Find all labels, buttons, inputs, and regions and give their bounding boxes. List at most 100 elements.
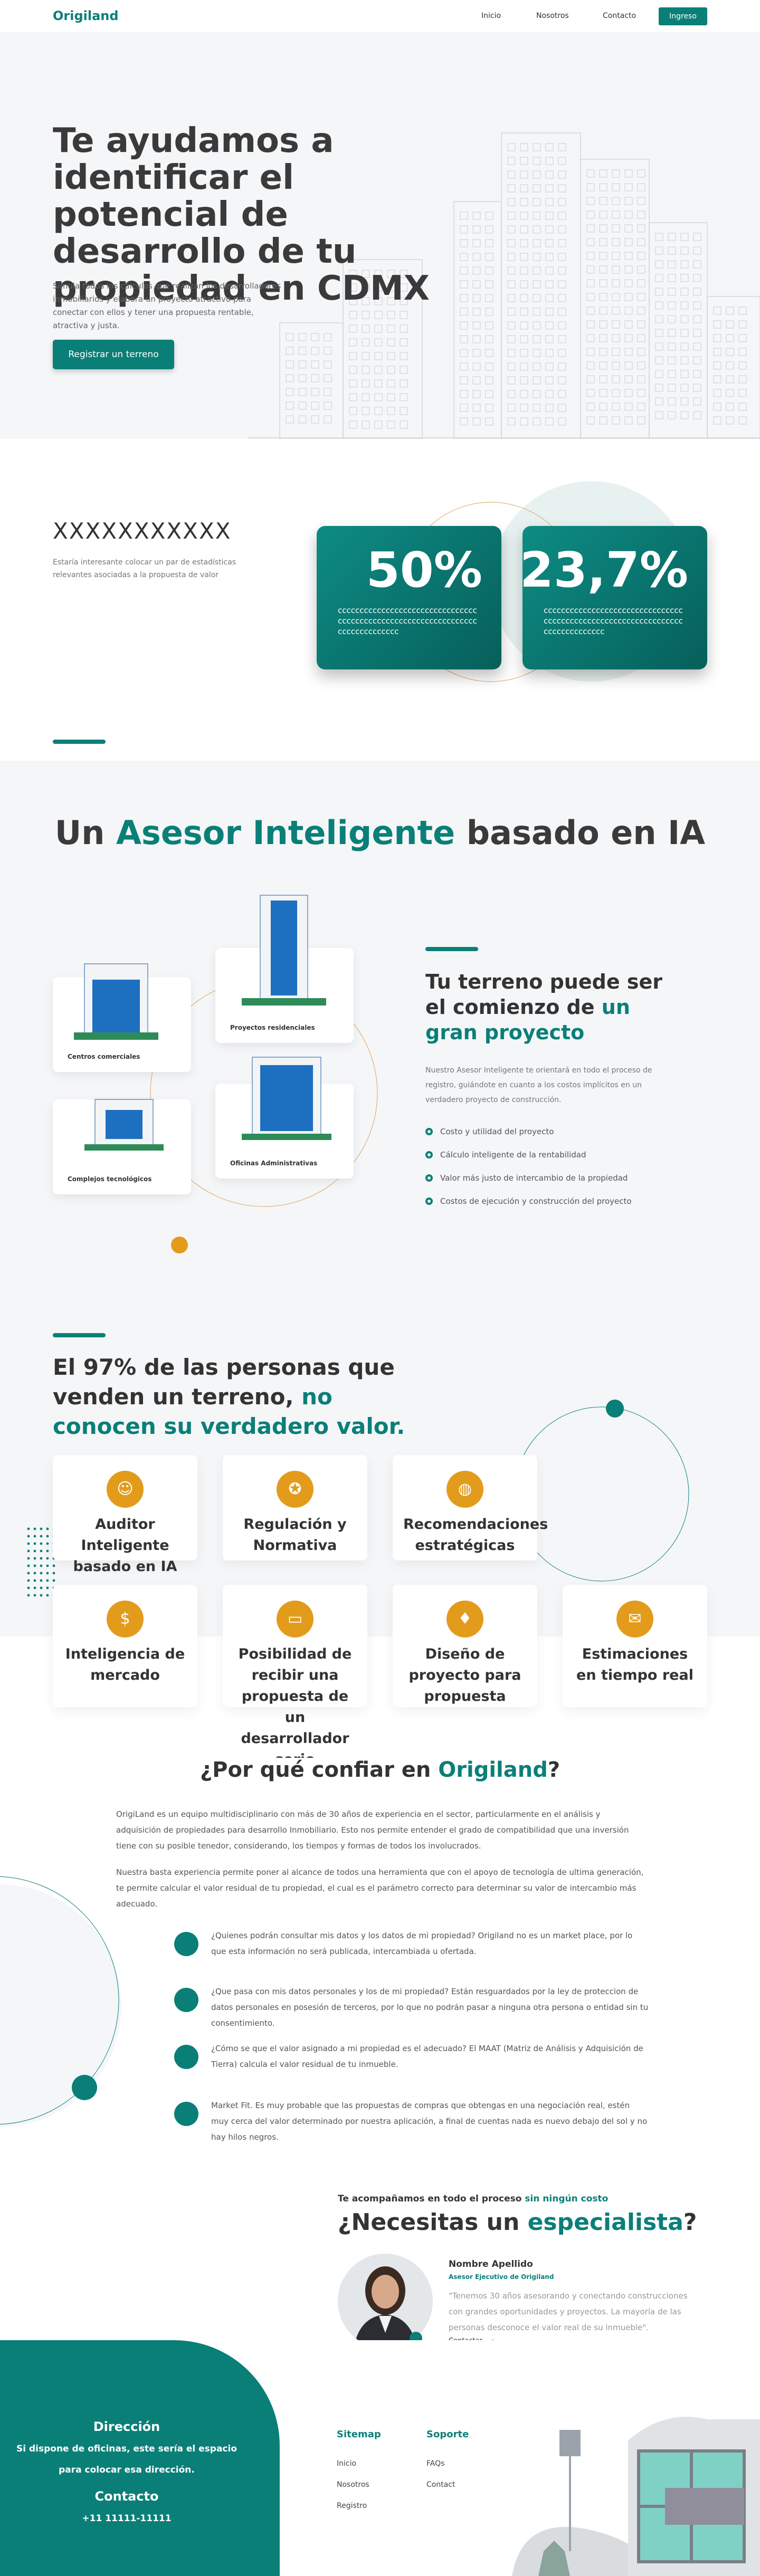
building-icon <box>242 1057 331 1140</box>
bullet-icon <box>174 2045 198 2069</box>
nav-inicio[interactable]: Inicio <box>481 12 501 20</box>
service-card[interactable]: ◍ Recomendaciones estratégicas <box>393 1455 548 1560</box>
building-icon <box>74 963 158 1040</box>
screen-icon: ▭ <box>277 1601 314 1637</box>
stat-value: 50% <box>366 542 482 598</box>
footer-link[interactable]: Inicio <box>337 2459 357 2468</box>
building-icon <box>84 1099 164 1151</box>
accent-bar <box>425 947 478 951</box>
faq-text: Market Fit. Es muy probable que las prop… <box>211 2101 648 2142</box>
bullet-icon <box>174 2102 198 2126</box>
footer: Dirección Si dispone de oficinas, este s… <box>0 2340 760 2576</box>
confiar-title: ¿Por qué confiar en Origiland? <box>200 1758 560 1782</box>
hero-title: Te ayudamos a identificar el potencial d… <box>53 121 430 308</box>
feature-item: Costos de ejecución y construcción del p… <box>425 1196 632 1206</box>
bullet-icon <box>174 1988 198 2012</box>
property-card-residential[interactable]: Proyectos residenciales <box>215 895 354 1043</box>
faq-text: ¿Quienes podrán consultar mis datos y lo… <box>211 1931 633 1956</box>
terreno-title: Tu terreno puede ser el comienzo de un g… <box>425 970 662 1044</box>
paragraph: OrigiLand es un equipo multidisciplinari… <box>116 1809 629 1851</box>
money-icon: $ <box>107 1601 144 1637</box>
direccion-title: Dirección <box>93 2419 160 2434</box>
accent-bar <box>53 740 106 744</box>
stat-card: 23,7% cccccccccccccccccccccccccccccccccc… <box>519 526 707 669</box>
service-label: Recomendaciones estratégicas <box>403 1516 548 1554</box>
service-label: Estimaciones en tiempo real <box>576 1646 694 1683</box>
service-card[interactable]: ✉ Estimaciones en tiempo real <box>563 1585 707 1707</box>
footer-link[interactable]: FAQs <box>426 2459 445 2468</box>
globe-icon: ◍ <box>446 1471 483 1508</box>
smile-icon: ☺ <box>107 1471 144 1508</box>
stats-description: Estaría interesante colocar un par de es… <box>53 558 236 579</box>
property-card-commercial[interactable]: Centros comerciales <box>53 963 191 1072</box>
badge-icon: ✪ <box>277 1471 314 1508</box>
mail-icon: ✉ <box>616 1601 653 1637</box>
ingreso-button[interactable]: Ingreso <box>659 7 707 25</box>
hero-description: Simula todos los cálculos que realizan l… <box>53 281 281 330</box>
feature-item: Valor más justo de intercambio de la pro… <box>425 1173 628 1183</box>
service-card[interactable]: ♦ Diseño de proyecto para propuesta <box>393 1585 537 1707</box>
footer-contact-panel: Dirección Si dispone de oficinas, este s… <box>0 2340 280 2576</box>
faq-item: ¿Quienes podrán consultar mis datos y lo… <box>174 1928 649 1959</box>
sitemap-title: Sitemap <box>337 2429 381 2440</box>
soporte-title: Soporte <box>426 2429 469 2440</box>
stat-text: cccccccccccccccccccccccccccccccccccccccc… <box>544 606 683 636</box>
especialista-subtitle: Te acompañamos en todo el proceso sin ni… <box>338 2194 609 2204</box>
bullet-icon <box>425 1198 433 1205</box>
interior-illustration <box>512 2417 760 2576</box>
property-label: Complejos tecnológicos <box>68 1175 152 1183</box>
nav-contacto[interactable]: Contacto <box>603 12 636 20</box>
agent-name: Nombre Apellido <box>449 2259 533 2269</box>
hero-section: Te ayudamos a identificar el potencial d… <box>0 33 760 439</box>
bullet-icon <box>425 1128 433 1135</box>
nav-nosotros[interactable]: Nosotros <box>536 12 569 20</box>
feature-item: Costo y utilidad del proyecto <box>425 1127 554 1136</box>
stats-title: XXXXXXXXXXX <box>53 518 232 544</box>
faq-text: ¿Que pasa con mis datos personales y los… <box>211 1987 649 2028</box>
property-label: Oficinas Administrativas <box>230 1160 318 1167</box>
service-card[interactable]: ☺ Auditor Inteligente basado en IA <box>53 1455 197 1575</box>
stat-text: cccccccccccccccccccccccccccccccccccccccc… <box>338 606 477 636</box>
buildings-illustration <box>248 132 760 439</box>
property-label: Proyectos residenciales <box>230 1024 315 1031</box>
drop-icon: ♦ <box>446 1601 483 1637</box>
service-label: Regulación y Normativa <box>243 1516 347 1554</box>
service-label: Diseño de proyecto para propuesta <box>408 1646 521 1704</box>
service-label: Posibilidad de recibir una propuesta de … <box>238 1646 352 1768</box>
faq-item: Market Fit. Es muy probable que las prop… <box>174 2098 649 2142</box>
property-label: Centros comerciales <box>68 1053 140 1060</box>
direccion-text: Si dispone de oficinas, este sería el es… <box>16 2444 237 2475</box>
building-icon <box>242 895 326 1005</box>
mercado-title: El 97% de las personas que venden un ter… <box>53 1354 405 1439</box>
footer-link[interactable]: Nosotros <box>337 2481 369 2489</box>
faq-item: ¿Cómo se que el valor asignado a mi prop… <box>174 2041 649 2072</box>
especialista-title: ¿Necesitas un especialista? <box>338 2209 697 2236</box>
stats-section: XXXXXXXXXXX Estaría interesante colocar … <box>0 439 760 761</box>
accent-bar <box>53 1333 106 1337</box>
property-card-tech[interactable]: Complejos tecnológicos <box>53 1099 191 1194</box>
paragraph: Nuestra basta experiencia permite poner … <box>116 1868 644 1909</box>
faq-text: ¿Cómo se que el valor asignado a mi prop… <box>211 2044 643 2069</box>
dots-pattern <box>27 1527 55 1597</box>
mercado-section: El 97% de las personas que venden un ter… <box>0 1309 760 1768</box>
logo[interactable]: Origiland <box>53 8 119 23</box>
property-card-offices[interactable]: Oficinas Administrativas <box>215 1057 354 1179</box>
faq-item: ¿Que pasa con mis datos personales y los… <box>174 1984 649 2028</box>
feature-item: Cálculo inteligente de la rentabilidad <box>425 1150 586 1160</box>
top-header: Origiland Inicio Nosotros Contacto Ingre… <box>0 0 760 33</box>
terreno-description: Nuestro Asesor Inteligente te orientará … <box>425 1066 652 1104</box>
phone-number[interactable]: +11 11111-11111 <box>82 2513 172 2524</box>
stat-value: 23,7% <box>519 542 688 598</box>
bullet-icon <box>425 1151 433 1158</box>
register-land-button[interactable]: Registrar un terreno <box>53 340 174 369</box>
service-card[interactable]: $ Inteligencia de mercado <box>53 1585 197 1707</box>
agent-role: Asesor Ejecutivo de Origiland <box>449 2273 554 2281</box>
footer-link[interactable]: Registro <box>337 2502 367 2510</box>
asesor-title: Un Asesor Inteligente basado en IA <box>54 813 706 852</box>
bullet-icon <box>174 1932 198 1956</box>
footer-link[interactable]: Contact <box>426 2481 455 2489</box>
service-card[interactable]: ✪ Regulación y Normativa <box>223 1455 367 1560</box>
service-card[interactable]: ▭ Posibilidad de recibir una propuesta d… <box>223 1585 367 1768</box>
service-label: Inteligencia de mercado <box>65 1646 185 1683</box>
stat-card: 50% cccccccccccccccccccccccccccccccccccc… <box>317 526 501 669</box>
